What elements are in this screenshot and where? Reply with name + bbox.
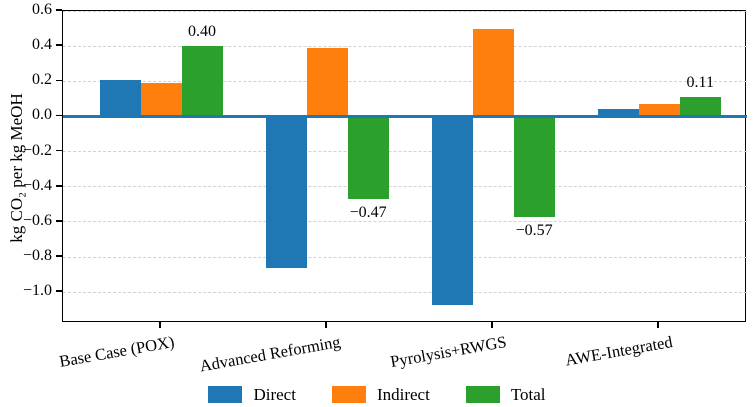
y-tick-mark xyxy=(56,255,62,257)
total-value-label-advanced-reforming: −0.47 xyxy=(349,204,387,222)
plot-area: 0.40 −0.47 −0.57 0.11 xyxy=(62,10,747,322)
y-tick-mark xyxy=(56,220,62,222)
y-tick-label: −1.0 xyxy=(22,282,52,300)
y-tick-mark xyxy=(56,79,62,82)
gridline-y-0.4 xyxy=(63,45,747,47)
bar-indirect-pyrolysis-rwgs xyxy=(472,28,514,117)
y-axis-label: kg CO₂ per kg MeOH xyxy=(7,93,26,243)
legend-label-direct: Direct xyxy=(253,385,296,404)
legend-swatch-direct xyxy=(208,386,243,403)
legend-label-total: Total xyxy=(510,385,546,404)
total-value-label-pyrolysis-rwgs: −0.57 xyxy=(515,221,553,239)
gridline-y-−0.4 xyxy=(63,186,747,188)
total-value-label-awe-integrated: 0.11 xyxy=(686,74,714,92)
bar-total-advanced-reforming xyxy=(347,116,389,200)
bar-indirect-advanced-reforming xyxy=(306,47,348,117)
legend-swatch-indirect xyxy=(331,386,366,403)
legend-item-total: Total xyxy=(465,385,546,404)
x-tick-mark xyxy=(491,322,493,328)
y-tick-mark xyxy=(56,44,62,46)
y-tick-label: −0.2 xyxy=(22,141,52,159)
zero-baseline xyxy=(63,115,747,118)
gridline-y-−0.6 xyxy=(63,221,747,223)
legend-swatch-total xyxy=(465,386,500,403)
y-tick-mark xyxy=(56,290,62,293)
gridline-y-−0.2 xyxy=(63,151,747,153)
legend-label-indirect: Indirect xyxy=(376,385,430,404)
bar-total-awe-integrated xyxy=(679,97,721,117)
x-tick-mark xyxy=(657,322,660,328)
legend: Direct Indirect Total xyxy=(0,386,754,403)
bar-direct-base-case-pox xyxy=(99,79,141,117)
legend-item-indirect: Indirect xyxy=(331,385,430,404)
bar-indirect-awe-integrated xyxy=(638,104,680,117)
legend-item-direct: Direct xyxy=(208,385,296,404)
bar-total-base-case-pox xyxy=(181,46,223,117)
y-tick-mark xyxy=(56,184,62,187)
y-tick-label: −0.8 xyxy=(22,247,52,265)
y-tick-mark xyxy=(56,114,62,117)
y-tick-mark xyxy=(56,149,62,152)
gridline-y-−1.0 xyxy=(63,291,747,293)
gridline-y-0.6 xyxy=(63,10,747,12)
x-tick-label-awe-integrated: AWE-Integrated xyxy=(563,332,674,370)
bar-indirect-base-case-pox xyxy=(140,83,182,117)
x-tick-label-pyrolysis-rwgs: Pyrolysis+RWGS xyxy=(388,332,508,372)
x-tick-label-advanced-reforming: Advanced Reforming xyxy=(197,332,342,376)
y-tick-mark xyxy=(56,9,62,11)
bar-direct-pyrolysis-rwgs xyxy=(431,116,473,305)
gridline-y-0.2 xyxy=(63,80,747,82)
bar-total-pyrolysis-rwgs xyxy=(513,116,555,217)
y-tick-label: 0.0 xyxy=(32,106,52,124)
x-tick-mark xyxy=(159,322,161,328)
y-tick-label: −0.4 xyxy=(22,176,52,194)
y-tick-label: 0.6 xyxy=(32,1,52,18)
y-tick-label: 0.2 xyxy=(32,71,52,89)
bar-direct-advanced-reforming xyxy=(265,116,307,268)
x-tick-label-base-case-pox: Base Case (POX) xyxy=(57,332,176,371)
y-tick-label: 0.4 xyxy=(32,36,52,54)
total-value-label-base-case-pox: 0.40 xyxy=(188,23,217,41)
x-tick-mark xyxy=(325,322,327,328)
gridline-y-−0.8 xyxy=(63,256,747,258)
y-tick-label: −0.6 xyxy=(22,211,52,229)
bar-direct-awe-integrated xyxy=(597,109,639,117)
